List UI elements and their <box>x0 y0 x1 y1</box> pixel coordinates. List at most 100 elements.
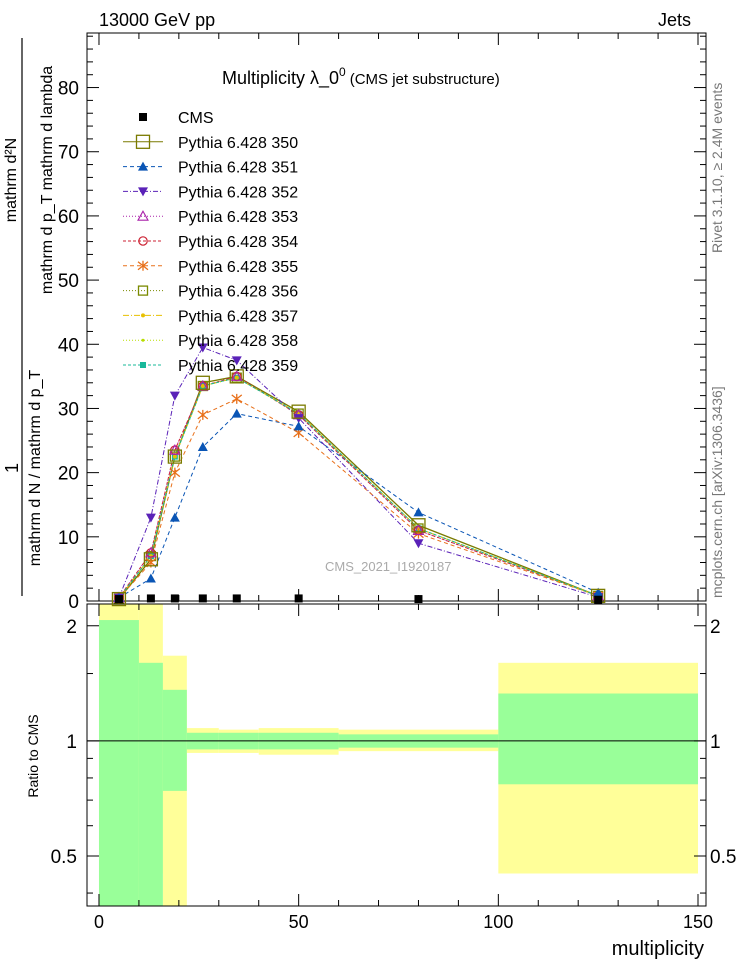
legend-marker-cms <box>139 113 147 121</box>
header-left: 13000 GeV pp <box>99 10 215 30</box>
y-tick-label: 10 <box>58 528 79 549</box>
legend-label-0: Pythia 6.428 350 <box>178 135 298 152</box>
legend-marker-2 <box>138 187 148 197</box>
series-0-point <box>195 375 210 390</box>
y-tick-label: 70 <box>58 143 79 164</box>
y-axis-label-frac-bottom: mathrm d p_T mathrm d lambda <box>39 66 56 294</box>
legend-label-3: Pythia 6.428 353 <box>178 209 298 226</box>
x-tick-label: 50 <box>289 912 309 932</box>
ratio-y-tick-label-right: 0.5 <box>710 847 736 868</box>
series-1-point <box>293 421 304 431</box>
ratio-band-green-0 <box>98 620 139 906</box>
legend-label-7: Pythia 6.428 357 <box>178 308 298 325</box>
ratio-y-tick-label: 1 <box>66 732 77 753</box>
legend-marker-6 <box>137 285 149 296</box>
series-group <box>111 343 606 607</box>
cms-data-point <box>594 595 603 604</box>
legend-marker-4 <box>138 236 148 246</box>
cms-data-point <box>146 594 155 603</box>
series-0-point <box>229 369 244 384</box>
ratio-band-green-1 <box>138 662 163 906</box>
y-axis-label-num: 1 <box>2 463 22 473</box>
legend-marker-8 <box>141 338 145 342</box>
series-0-point <box>291 404 306 419</box>
series-3-point <box>196 379 209 391</box>
series-0-point <box>411 518 426 533</box>
x-tick-label: 100 <box>483 912 513 932</box>
y-tick-label: 60 <box>58 207 79 228</box>
ratio-plot-area <box>86 603 707 907</box>
series-0-point <box>143 552 159 567</box>
series-5-point <box>197 409 209 420</box>
series-1-point <box>169 512 180 522</box>
chart-title: Multiplicity λ_00 (CMS jet substructure) <box>222 65 500 89</box>
legend-label-8: Pythia 6.428 358 <box>178 333 298 350</box>
ratio-y-tick-label-right: 1 <box>710 732 721 753</box>
ratio-y-tick-label-right: 2 <box>710 617 721 638</box>
y-tick-label: 40 <box>58 335 79 356</box>
cms-data-point <box>114 595 123 604</box>
ratio-band-green-7 <box>498 693 699 785</box>
cms-data-point <box>170 594 179 603</box>
x-tick-label: 150 <box>683 912 713 932</box>
watermark: CMS_2021_I1920187 <box>325 559 452 574</box>
cms-data-point <box>198 594 207 603</box>
series-6-point <box>169 451 181 462</box>
legend-marker-7 <box>141 313 145 318</box>
series-line-9 <box>118 377 599 599</box>
y-tick-label: 0 <box>68 592 79 613</box>
legend-marker-1 <box>138 161 148 171</box>
side-label-mcplots: mcplots.cern.ch [arXiv:1306.3436] <box>709 386 725 598</box>
side-label-rivet: Rivet 3.1.10, ≥ 2.4M events <box>709 83 725 253</box>
cms-data-point <box>294 594 303 603</box>
ratio-band-green-2 <box>162 689 187 791</box>
y-tick-label: 30 <box>58 399 79 420</box>
legend-label-1: Pythia 6.428 351 <box>178 160 298 177</box>
series-1-point <box>413 507 424 517</box>
legend-label-cms: CMS <box>178 110 214 127</box>
series-3-point <box>412 524 425 535</box>
legend-marker-0 <box>135 134 151 149</box>
legend-marker-5 <box>137 260 149 271</box>
legend-label-4: Pythia 6.428 354 <box>178 234 298 251</box>
ratio-frame-border <box>86 603 707 907</box>
ratio-y-tick-label: 0.5 <box>51 847 77 868</box>
series-2-point <box>169 391 180 401</box>
ratio-y-tick-label: 2 <box>66 617 77 638</box>
main-frame-border <box>86 32 707 602</box>
y-tick-label: 20 <box>58 464 79 485</box>
x-tick-label: 0 <box>94 912 104 932</box>
series-7-point <box>172 454 177 459</box>
series-2-point <box>413 539 424 549</box>
main-plot-area <box>86 32 707 602</box>
ratio-y-axis-label: Ratio to CMS <box>25 714 41 797</box>
series-line-5 <box>118 398 599 599</box>
series-line-0 <box>118 375 599 600</box>
series-2-point <box>197 343 208 353</box>
series-line-2 <box>118 346 599 598</box>
y-tick-label: 50 <box>58 271 79 292</box>
series-7-point <box>200 383 205 388</box>
series-1-point <box>231 408 242 418</box>
header-right: Jets <box>658 10 691 30</box>
series-0-point <box>111 591 127 607</box>
series-2-point <box>231 356 242 366</box>
series-1-point <box>145 573 156 583</box>
series-0-point <box>167 449 183 464</box>
y-axis-label-denominator: mathrm d N / mathrm d p_T <box>27 370 44 567</box>
legend-marker-3 <box>137 210 149 221</box>
legend-label-5: Pythia 6.428 355 <box>178 259 298 276</box>
series-2-point <box>145 513 156 523</box>
series-line-4 <box>118 375 599 599</box>
x-axis-label: multiplicity <box>612 938 704 960</box>
series-3-point <box>230 370 243 381</box>
legend-label-6: Pythia 6.428 356 <box>178 284 298 301</box>
series-5-point <box>231 393 243 404</box>
y-axis-label-frac-top: mathrm d²N <box>3 138 20 222</box>
y-tick-label: 80 <box>58 79 79 100</box>
legend-label-2: Pythia 6.428 352 <box>178 184 298 201</box>
legend: CMS Pythia 6.428 350 Pythia 6.428 351 Pythi… <box>123 110 298 375</box>
series-7-point <box>234 375 239 380</box>
series-1-point <box>197 441 208 451</box>
